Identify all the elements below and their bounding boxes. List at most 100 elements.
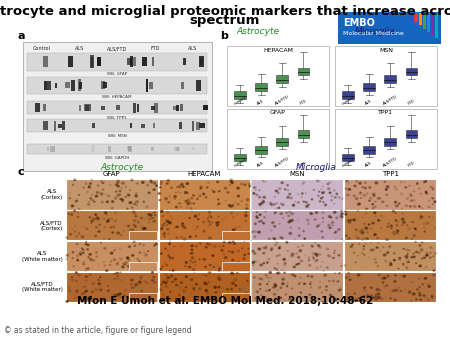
Circle shape: [289, 220, 292, 222]
Circle shape: [66, 255, 69, 256]
Text: ALS
(White matter): ALS (White matter): [22, 251, 63, 262]
Text: Astrocyte: Astrocyte: [100, 163, 144, 172]
Circle shape: [207, 293, 208, 294]
Bar: [222, 293, 250, 302]
Circle shape: [286, 241, 288, 243]
Circle shape: [380, 227, 382, 228]
Circle shape: [348, 221, 351, 223]
Circle shape: [393, 231, 395, 233]
Circle shape: [225, 269, 228, 271]
Circle shape: [168, 233, 169, 234]
Circle shape: [260, 264, 262, 266]
Circle shape: [423, 181, 426, 183]
Text: HEPACAM: HEPACAM: [188, 171, 221, 177]
Circle shape: [76, 243, 78, 245]
Circle shape: [413, 206, 416, 207]
Bar: [133, 103, 136, 113]
Circle shape: [117, 263, 119, 265]
Circle shape: [152, 272, 153, 273]
Circle shape: [224, 187, 227, 189]
Circle shape: [259, 190, 260, 191]
Circle shape: [316, 268, 318, 269]
Circle shape: [236, 301, 237, 302]
Circle shape: [348, 183, 349, 184]
Circle shape: [135, 284, 137, 285]
Circle shape: [274, 213, 276, 214]
Circle shape: [329, 227, 331, 228]
Circle shape: [160, 289, 162, 291]
Circle shape: [311, 245, 313, 246]
Bar: [192, 147, 194, 150]
Circle shape: [298, 284, 299, 285]
Circle shape: [170, 291, 171, 292]
Circle shape: [364, 182, 366, 183]
Circle shape: [261, 221, 262, 222]
Bar: [151, 147, 154, 151]
Circle shape: [432, 248, 433, 249]
Circle shape: [423, 295, 425, 296]
Circle shape: [160, 181, 162, 183]
Circle shape: [135, 216, 136, 217]
Bar: [176, 105, 180, 111]
Circle shape: [205, 246, 207, 248]
Text: ALS/FTD: ALS/FTD: [274, 157, 290, 168]
Circle shape: [89, 274, 91, 275]
Bar: [203, 105, 208, 111]
Circle shape: [174, 246, 175, 247]
Circle shape: [356, 198, 358, 199]
Circle shape: [326, 267, 328, 268]
Bar: [344, 272, 436, 302]
Circle shape: [255, 187, 256, 188]
Circle shape: [239, 226, 240, 227]
Circle shape: [354, 293, 355, 294]
Circle shape: [96, 256, 97, 257]
Circle shape: [361, 232, 364, 234]
Circle shape: [259, 214, 261, 215]
Circle shape: [153, 189, 155, 190]
Circle shape: [169, 222, 171, 224]
Circle shape: [102, 183, 103, 184]
Circle shape: [74, 179, 76, 181]
Circle shape: [355, 236, 356, 237]
Circle shape: [185, 191, 186, 192]
Bar: [71, 79, 75, 91]
Circle shape: [184, 227, 185, 228]
Circle shape: [420, 193, 421, 194]
Circle shape: [176, 237, 178, 238]
Circle shape: [117, 232, 119, 234]
Bar: [128, 146, 132, 152]
Circle shape: [167, 256, 169, 257]
Text: ALS: ALS: [365, 99, 373, 106]
Circle shape: [244, 214, 246, 215]
Bar: [44, 80, 47, 90]
Circle shape: [413, 256, 415, 258]
Circle shape: [330, 217, 332, 218]
Circle shape: [334, 232, 336, 233]
Circle shape: [324, 204, 326, 206]
Circle shape: [429, 257, 431, 258]
Circle shape: [195, 215, 196, 216]
Circle shape: [341, 213, 343, 215]
Circle shape: [85, 280, 87, 281]
Circle shape: [345, 214, 347, 215]
Circle shape: [86, 228, 88, 230]
Circle shape: [245, 293, 247, 294]
Circle shape: [354, 252, 355, 253]
Circle shape: [153, 220, 155, 222]
Circle shape: [181, 184, 183, 185]
Circle shape: [110, 227, 112, 228]
Circle shape: [154, 245, 155, 246]
Circle shape: [270, 202, 272, 203]
Circle shape: [112, 226, 115, 227]
Bar: [179, 122, 182, 129]
Circle shape: [217, 278, 219, 279]
Circle shape: [363, 194, 365, 196]
Circle shape: [424, 257, 426, 259]
Circle shape: [86, 276, 89, 277]
Circle shape: [280, 287, 282, 288]
Circle shape: [339, 197, 340, 198]
Circle shape: [98, 264, 99, 265]
Text: ALS
(Cortex): ALS (Cortex): [41, 189, 63, 200]
Circle shape: [383, 254, 386, 256]
Circle shape: [312, 252, 315, 255]
